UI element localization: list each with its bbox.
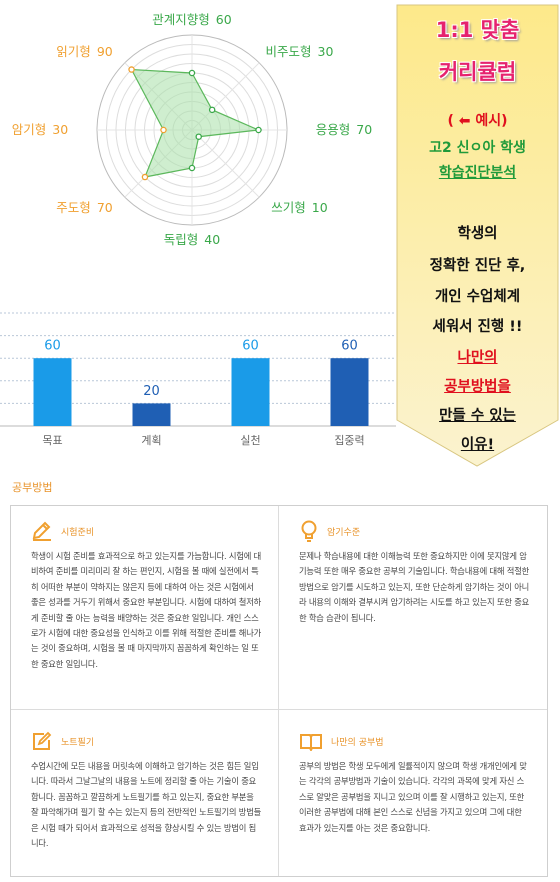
section-title: 공부방법 bbox=[12, 481, 53, 494]
radar-category: 주도형 bbox=[56, 199, 91, 214]
radar-label: 읽기형 90 bbox=[56, 44, 112, 59]
radar-label: 쓰기형 10 bbox=[271, 199, 327, 214]
radar-label: 비주도형 30 bbox=[266, 44, 334, 59]
radar-value: 30 bbox=[318, 44, 334, 59]
bulb-icon bbox=[301, 520, 317, 542]
banner-body: 학생의 bbox=[457, 226, 498, 242]
x-tick-label: 목표 bbox=[42, 434, 62, 447]
pencil-icon bbox=[32, 521, 51, 541]
radar-value: 40 bbox=[204, 232, 220, 247]
banner-student: 고2 신ㅇ아 학생 bbox=[429, 140, 526, 156]
banner-body: 세워서 진행 !! bbox=[432, 319, 523, 335]
radar-point bbox=[160, 126, 167, 134]
radar-value: 70 bbox=[97, 199, 113, 214]
banner-analysis: 학습진단분석 bbox=[438, 165, 517, 181]
card-grid: 시험준비 학생이 시험 준비를 효과적으로 하고 있는지를 가늠합니다. 시험에… bbox=[10, 505, 548, 877]
radar-value: 60 bbox=[216, 12, 232, 27]
banner-example: ( ⬅ 예시) bbox=[447, 113, 508, 129]
bar-value-label: 60 bbox=[242, 339, 259, 354]
radar-point bbox=[208, 106, 216, 114]
radar-category: 암기형 bbox=[12, 122, 47, 137]
card: 나만의 공부법 공부의 방법은 학생 모두에게 일률적이지 않으며 학생 개개인… bbox=[279, 710, 547, 876]
card-text: 공부의 방법은 학생 모두에게 일률적이지 않으며 학생 개개인에게 맞는 각각… bbox=[299, 761, 527, 833]
radar-point bbox=[141, 173, 149, 181]
banner-ending: 이유! bbox=[460, 437, 495, 453]
radar-label: 독립형 40 bbox=[164, 232, 220, 247]
x-tick-label: 실천 bbox=[240, 433, 260, 447]
radar-point bbox=[188, 164, 196, 172]
radar-point bbox=[255, 126, 262, 134]
radar-value: 10 bbox=[312, 199, 328, 214]
radar-spoke bbox=[191, 129, 260, 198]
card-title: 노트필기 bbox=[61, 737, 95, 748]
x-tick-label: 계획 bbox=[141, 434, 161, 447]
radar-category: 응용형 bbox=[316, 122, 351, 137]
radar-point bbox=[128, 66, 135, 73]
banner-text: 1:1 맞춤 커리큘럼 ( ⬅ 예시) 고2 신ㅇ아 학생 학습진단분석 학생의… bbox=[396, 4, 559, 468]
radar-point bbox=[195, 133, 202, 140]
card: 시험준비 학생이 시험 준비를 효과적으로 하고 있는지를 가늠합니다. 시험에… bbox=[11, 506, 279, 710]
bar-value-label: 60 bbox=[341, 339, 358, 354]
banner-ending: 만들 수 있는 bbox=[439, 408, 516, 424]
radar-label: 주도형 70 bbox=[56, 199, 112, 214]
bar bbox=[330, 358, 369, 426]
radar-category: 비주도형 bbox=[266, 44, 312, 59]
radar-category: 관계지향형 bbox=[152, 12, 210, 27]
banner-arrow bbox=[396, 4, 559, 467]
book-icon bbox=[300, 734, 322, 751]
charts: 관계지향형 60 비주도형 30 응용형 70 쓰기형 10 독립형 40 주도형 70 암기형 30 읽기… bbox=[0, 12, 396, 447]
card-title: 시험준비 bbox=[61, 527, 95, 538]
radar-category: 독립형 bbox=[164, 232, 199, 247]
bar bbox=[33, 358, 72, 426]
banner-shape bbox=[396, 4, 559, 467]
card-text: 학생이 시험 준비를 효과적으로 하고 있는지를 가늠합니다. 시험에 대비하여… bbox=[31, 551, 262, 669]
card-text: 수업시간에 모든 내용을 머릿속에 이해하고 암기하는 것은 힘든 일입니다. … bbox=[31, 761, 262, 849]
banner-highlight: 공부방법을 bbox=[444, 379, 511, 395]
card: 노트필기 수업시간에 모든 내용을 머릿속에 이해하고 암기하는 것은 힘든 일… bbox=[11, 710, 279, 876]
radar-label: 암기형 30 bbox=[12, 122, 68, 137]
banner-body: 개인 수업체계 bbox=[434, 289, 521, 305]
banner-highlight: 나만의 bbox=[457, 350, 498, 366]
bar-value-label: 60 bbox=[44, 339, 61, 354]
radar-label: 관계지향형 60 bbox=[152, 12, 231, 27]
bar bbox=[231, 358, 270, 426]
card-title: 암기수준 bbox=[327, 527, 361, 538]
radar-category: 쓰기형 bbox=[271, 199, 306, 214]
banner-title: 1:1 맞춤 bbox=[435, 18, 520, 42]
card-title: 나만의 공부법 bbox=[331, 737, 384, 748]
card: 암기수준 문제나 학습내용에 대한 이해능력 또한 중요하지만 이에 못지않게 … bbox=[279, 506, 547, 710]
radar-label: 응용형 70 bbox=[316, 122, 372, 137]
radar-point bbox=[188, 69, 196, 77]
x-tick-label: 집중력 bbox=[334, 434, 364, 447]
radar-category: 읽기형 bbox=[56, 44, 91, 59]
bar bbox=[132, 403, 171, 426]
banner-body: 정확한 진단 후, bbox=[429, 258, 526, 274]
banner-title: 커리큘럼 bbox=[438, 60, 517, 84]
bar-value-label: 20 bbox=[143, 384, 160, 399]
note-icon bbox=[33, 731, 52, 750]
radar-value: 70 bbox=[356, 122, 372, 137]
card-text: 문제나 학습내용에 대한 이해능력 또한 중요하지만 이에 못지않게 암기능력 … bbox=[299, 551, 530, 623]
radar-value: 90 bbox=[97, 44, 113, 59]
radar-value: 30 bbox=[52, 122, 68, 137]
